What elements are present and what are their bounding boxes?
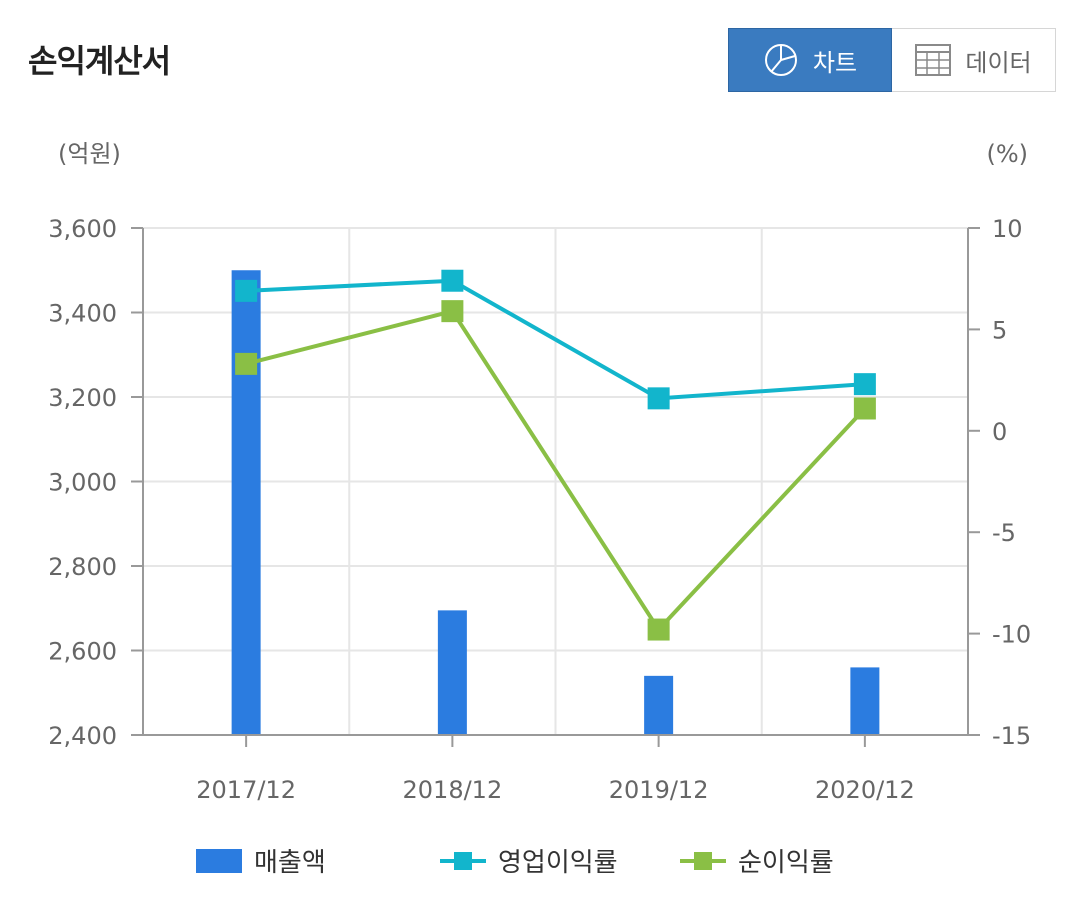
legend-item-revenue[interactable]: 매출액 (196, 842, 326, 879)
left-tick-label: 3,600 (48, 215, 117, 243)
right-tick-label: -10 (992, 621, 1031, 649)
legend-label-revenue: 매출액 (254, 848, 326, 878)
series-point (235, 352, 258, 375)
series-point (441, 300, 464, 323)
legend-label-operating-margin: 영업이익률 (498, 848, 618, 878)
ratio-lines (235, 269, 876, 641)
legend-swatch-line-green (680, 851, 726, 870)
series-point (441, 269, 464, 292)
legend-label-net-margin: 순이익률 (738, 848, 834, 878)
table-grid-icon (915, 44, 952, 76)
chart-grid (143, 227, 968, 736)
series-point (647, 618, 670, 641)
x-tick-label: 2020/12 (815, 776, 915, 804)
right-tick-label: -5 (992, 519, 1016, 547)
right-axis-unit: (%) (986, 140, 1028, 168)
legend-item-operating-margin[interactable]: 영업이익률 (440, 842, 618, 879)
right-tick-label: 5 (992, 316, 1007, 344)
revenue-bar (231, 270, 261, 735)
x-tick-label: 2017/12 (196, 776, 296, 804)
chart-view-button[interactable]: 차트 (728, 28, 892, 92)
left-tick-label: 3,200 (48, 384, 117, 412)
x-tick-label: 2018/12 (403, 776, 503, 804)
left-tick-label: 3,400 (48, 300, 117, 328)
page-title: 손익계산서 (28, 42, 171, 80)
data-view-button[interactable]: 데이터 (892, 28, 1056, 92)
data-view-label: 데이터 (965, 48, 1032, 77)
x-tick-label: 2019/12 (609, 776, 709, 804)
series-point (853, 373, 876, 396)
pie-chart-icon (763, 42, 799, 78)
series-line (246, 278, 866, 401)
left-tick-label: 3,000 (48, 469, 117, 497)
revenue-bars (231, 270, 880, 735)
series-line (245, 308, 867, 633)
left-axis-unit: (억원) (58, 140, 121, 168)
legend-swatch-bar (196, 848, 242, 873)
legend-swatch-line-cyan (440, 851, 486, 870)
left-tick-label: 2,400 (48, 722, 117, 750)
legend-item-net-margin[interactable]: 순이익률 (680, 842, 834, 879)
series-point (235, 279, 258, 302)
series-point (647, 387, 670, 410)
chart-view-label: 차트 (812, 48, 858, 77)
left-tick-label: 2,800 (48, 553, 117, 581)
view-toggle: 차트 데이터 (728, 28, 1056, 94)
right-tick-label: 10 (992, 215, 1023, 243)
axis-ticks: 2,400 2,600 2,800 3,000 3,200 3,400 3,600 -15 -1… (48, 215, 1031, 804)
left-tick-label: 2,600 (48, 638, 117, 666)
series-point (853, 397, 876, 420)
revenue-bar (437, 610, 467, 735)
right-tick-label: 0 (992, 418, 1007, 446)
revenue-bar (850, 667, 880, 735)
revenue-bar (644, 675, 674, 735)
right-tick-label: -15 (992, 722, 1031, 750)
